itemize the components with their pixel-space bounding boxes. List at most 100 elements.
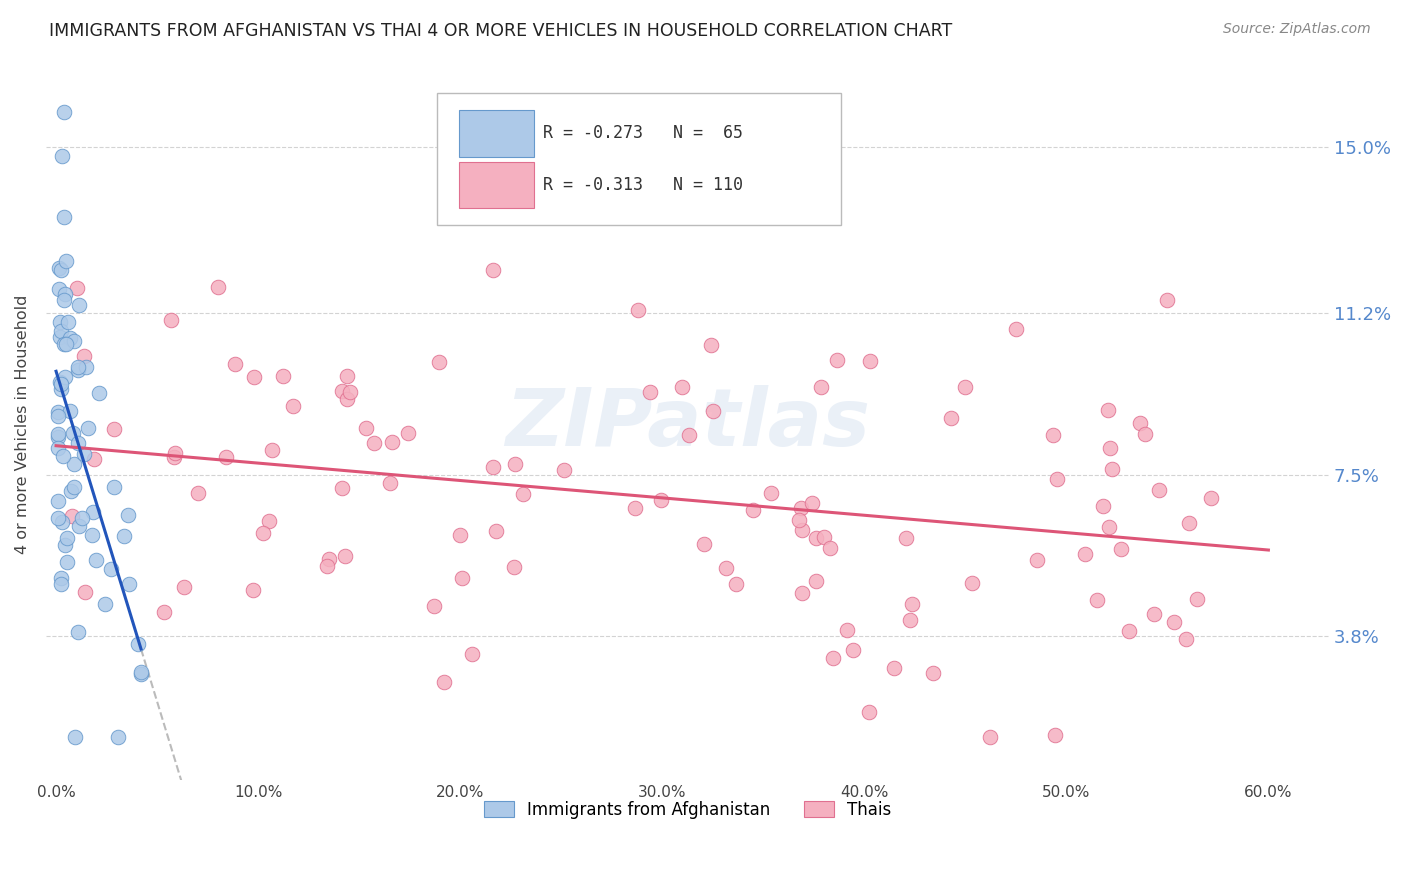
Point xyxy=(77,421,100,435)
Point xyxy=(187,486,209,500)
Point xyxy=(451,571,474,585)
Point xyxy=(650,493,672,508)
Point xyxy=(1097,519,1119,533)
Point xyxy=(51,571,73,585)
Point xyxy=(354,421,377,435)
Point xyxy=(638,384,661,399)
Point xyxy=(51,262,73,277)
Point xyxy=(46,405,69,419)
Point xyxy=(505,458,527,472)
Point xyxy=(49,330,72,344)
Point xyxy=(381,434,404,449)
Point xyxy=(73,349,96,363)
Point xyxy=(512,486,534,500)
Point xyxy=(741,503,763,517)
Point xyxy=(46,511,69,525)
Point xyxy=(257,514,280,528)
Point xyxy=(336,392,359,406)
Point xyxy=(1143,607,1166,622)
Point xyxy=(835,624,858,638)
Point xyxy=(859,354,882,368)
Point xyxy=(624,500,647,515)
Point xyxy=(1111,541,1133,556)
Point xyxy=(1101,462,1123,476)
Point xyxy=(51,149,73,163)
Point xyxy=(804,574,827,588)
Point xyxy=(67,298,90,312)
Point xyxy=(692,537,714,551)
Point xyxy=(112,529,135,543)
Point xyxy=(315,558,337,573)
Point xyxy=(103,479,125,493)
Point xyxy=(396,425,419,440)
Point xyxy=(339,384,361,399)
Point xyxy=(427,354,450,368)
Point xyxy=(56,531,79,545)
Point xyxy=(1091,500,1114,514)
Point xyxy=(82,527,104,541)
Point xyxy=(49,377,72,392)
Point xyxy=(207,280,229,294)
Point xyxy=(59,331,82,345)
Point xyxy=(1025,553,1047,567)
Point xyxy=(1118,624,1140,639)
Point xyxy=(67,436,90,450)
Point xyxy=(49,324,72,338)
Point xyxy=(75,359,97,374)
Point xyxy=(716,561,738,575)
Point xyxy=(160,312,183,326)
Point xyxy=(84,552,107,566)
Point xyxy=(67,362,90,376)
Point xyxy=(1097,402,1119,417)
Point xyxy=(378,476,401,491)
Point xyxy=(363,436,385,450)
Point xyxy=(1129,416,1152,430)
Point xyxy=(789,513,811,527)
Point xyxy=(63,480,86,494)
Point xyxy=(59,404,82,418)
Point xyxy=(59,483,82,498)
Point xyxy=(627,303,650,318)
Text: ZIPatlas: ZIPatlas xyxy=(505,385,870,464)
Point xyxy=(66,359,89,374)
Point xyxy=(103,421,125,435)
Point xyxy=(485,524,508,538)
Point xyxy=(173,580,195,594)
Point xyxy=(702,403,724,417)
Point xyxy=(922,666,945,681)
Point xyxy=(94,597,117,611)
Point xyxy=(89,385,111,400)
Y-axis label: 4 or more Vehicles in Household: 4 or more Vehicles in Household xyxy=(15,294,30,554)
Point xyxy=(790,500,813,515)
Point xyxy=(1185,592,1208,607)
Point xyxy=(55,336,77,351)
Point xyxy=(58,315,80,329)
Point xyxy=(271,369,294,384)
Point xyxy=(153,605,176,619)
Text: IMMIGRANTS FROM AFGHANISTAN VS THAI 4 OR MORE VEHICLES IN HOUSEHOLD CORRELATION : IMMIGRANTS FROM AFGHANISTAN VS THAI 4 OR… xyxy=(49,22,952,40)
Point xyxy=(818,541,841,556)
Point xyxy=(1046,472,1069,486)
Point xyxy=(260,442,283,457)
Point xyxy=(330,481,353,495)
Point xyxy=(423,599,446,614)
Point xyxy=(1201,491,1223,505)
Point xyxy=(243,369,266,384)
Point xyxy=(53,293,76,307)
Point xyxy=(1099,441,1122,455)
Point xyxy=(1074,547,1097,561)
Point xyxy=(100,562,122,576)
Point xyxy=(725,577,748,591)
Point xyxy=(894,531,917,545)
Point xyxy=(55,253,77,268)
Point xyxy=(62,334,84,348)
Point xyxy=(1133,426,1156,441)
Point xyxy=(56,555,79,569)
Point xyxy=(48,260,70,275)
Point xyxy=(129,667,152,681)
Point xyxy=(939,410,962,425)
Text: Source: ZipAtlas.com: Source: ZipAtlas.com xyxy=(1223,22,1371,37)
Point xyxy=(759,485,782,500)
Point xyxy=(336,369,359,384)
Point xyxy=(482,459,505,474)
